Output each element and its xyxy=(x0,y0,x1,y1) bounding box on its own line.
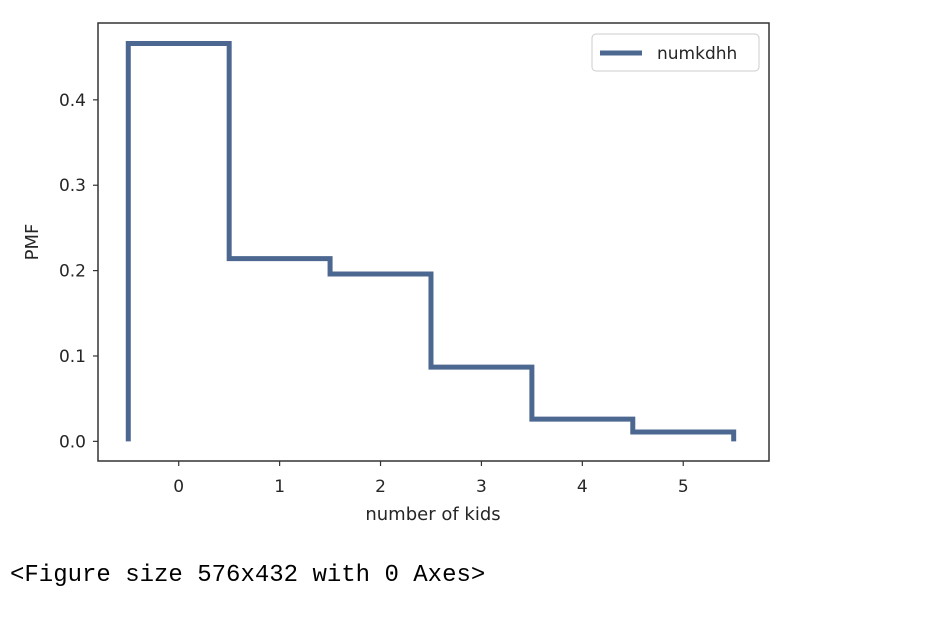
y-tick-label: 0.4 xyxy=(59,91,86,111)
x-tick-label: 1 xyxy=(274,477,285,497)
x-axis-label: number of kids xyxy=(365,504,500,525)
y-tick-label: 0.2 xyxy=(59,262,86,282)
y-tick-label: 0.0 xyxy=(59,432,86,452)
x-axis-ticks: 0 1 2 3 4 5 xyxy=(173,461,689,497)
legend-label: numkdhh xyxy=(657,44,737,64)
y-tick-label: 0.1 xyxy=(59,347,86,367)
x-tick-label: 4 xyxy=(577,477,588,497)
x-tick-label: 3 xyxy=(476,477,487,497)
y-tick-label: 0.3 xyxy=(59,176,86,196)
legend-box xyxy=(591,33,760,72)
y-axis-label: PMF xyxy=(22,224,43,261)
figure-output-text: <Figure size 576x432 with 0 Axes> xyxy=(10,562,486,589)
plot-frame xyxy=(97,22,770,462)
y-axis-ticks: 0.0 0.1 0.2 0.3 0.4 xyxy=(59,91,98,452)
pmf-chart: 0 1 2 3 4 5 0.0 0.1 0.2 0.3 0.4 numkdhh number of… xyxy=(22,22,770,525)
x-tick-label: 0 xyxy=(173,477,184,497)
plot-background xyxy=(98,23,769,461)
x-tick-label: 2 xyxy=(375,477,386,497)
x-tick-label: 5 xyxy=(678,477,689,497)
legend: numkdhh xyxy=(591,33,760,72)
pmf-step-line xyxy=(125,40,737,442)
